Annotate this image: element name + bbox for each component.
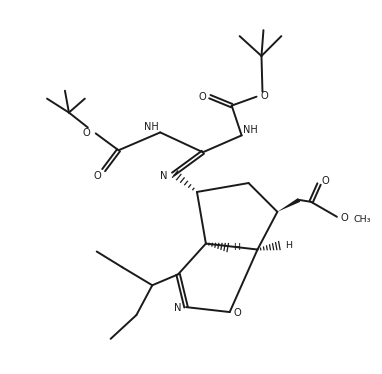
Text: O: O	[83, 128, 91, 138]
Text: O: O	[198, 92, 206, 102]
Text: O: O	[261, 91, 268, 101]
Text: NH: NH	[144, 122, 159, 132]
Text: H: H	[285, 241, 292, 250]
Text: O: O	[341, 213, 349, 223]
Text: CH₃: CH₃	[354, 215, 371, 224]
Polygon shape	[277, 198, 300, 212]
Text: O: O	[234, 308, 241, 318]
Text: O: O	[321, 176, 329, 186]
Text: N: N	[160, 171, 168, 181]
Text: NH: NH	[243, 125, 258, 135]
Text: H: H	[233, 243, 240, 252]
Text: N: N	[174, 303, 182, 313]
Text: O: O	[94, 171, 102, 181]
